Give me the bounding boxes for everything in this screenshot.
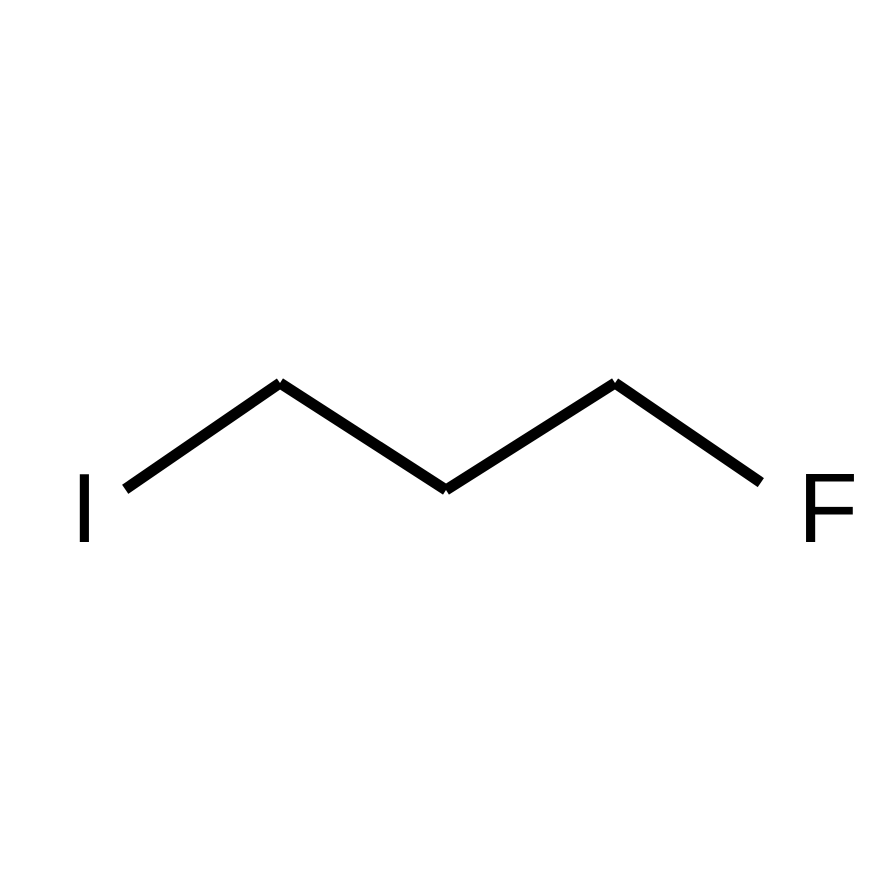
bond bbox=[615, 383, 761, 483]
molecule-diagram: IF bbox=[0, 0, 890, 890]
bond bbox=[280, 383, 446, 490]
bond bbox=[446, 383, 615, 490]
atom-label-I: I bbox=[71, 453, 98, 563]
atom-label-F: F bbox=[798, 453, 858, 563]
bond bbox=[125, 383, 280, 489]
